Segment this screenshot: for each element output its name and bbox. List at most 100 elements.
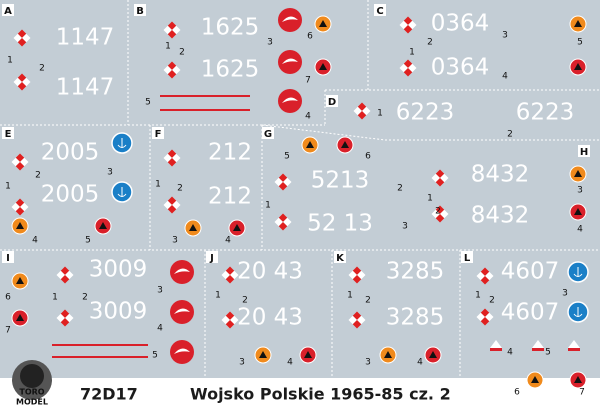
panel-letter-box: [206, 251, 218, 263]
panel-letter: C: [376, 6, 383, 17]
triangle: [384, 351, 392, 358]
panel-letter: H: [580, 147, 588, 158]
decal-index: 4: [305, 112, 311, 122]
tactical-number: 212: [208, 184, 252, 210]
checker-square: [403, 16, 413, 25]
checker-square: [435, 178, 445, 187]
decal-index: 1: [165, 42, 171, 52]
eagle-emblem: [170, 260, 194, 284]
decal-index: 7: [5, 326, 11, 336]
tactical-number: 3285: [386, 305, 445, 331]
decal-index: 1: [427, 194, 433, 204]
decal-index: 3: [577, 186, 583, 196]
triangle: [233, 224, 241, 231]
panel-letter: B: [136, 6, 144, 17]
decal-index: 4: [417, 358, 423, 368]
tactical-number: 8432: [471, 203, 530, 229]
triangle: [319, 20, 327, 27]
decal-index: 1: [155, 180, 161, 190]
decal-index: 2: [177, 184, 183, 194]
decal-index: 3: [157, 286, 163, 296]
triangle: [16, 222, 24, 229]
decal-index: 4: [32, 236, 38, 246]
checker-square: [230, 270, 239, 280]
checker-square: [480, 276, 490, 285]
decal-index: 5: [577, 38, 583, 48]
triangle: [574, 208, 582, 215]
eagle-emblem: [278, 89, 302, 113]
checkerboard-insignia: [274, 173, 292, 191]
eagle-shape: [174, 308, 190, 314]
tactical-number: 20 43: [237, 305, 303, 331]
triangle: [574, 376, 582, 383]
decal-index: 4: [502, 72, 508, 82]
checker-square: [22, 33, 31, 43]
eagle-emblem: [278, 50, 302, 74]
panel-letter-box: [262, 127, 274, 139]
decal-index: 5: [284, 152, 290, 162]
panel-letter-box: [2, 251, 14, 263]
decal-index: 2: [179, 48, 185, 58]
logo-text: TORO: [19, 388, 44, 397]
checker-square: [56, 313, 65, 323]
panel-letter: K: [336, 253, 345, 264]
decal-index: 2: [82, 293, 88, 303]
decal-index: 5: [85, 236, 91, 246]
checker-square: [65, 270, 74, 280]
checker-square: [225, 311, 235, 320]
panel-borders: [0, 0, 600, 378]
naval-flag-red: [490, 348, 502, 351]
decal-index: 4: [157, 324, 163, 334]
logo-text: MODEL: [16, 398, 48, 407]
checker-square: [403, 25, 413, 34]
tactical-number: 1147: [56, 75, 115, 101]
tactical-number: 4607: [501, 259, 560, 285]
decal-index: 3: [107, 168, 113, 178]
checker-square: [435, 214, 445, 223]
decal-index: 6: [365, 152, 371, 162]
decal-index: 1: [409, 48, 415, 58]
tactical-number: 4607: [501, 300, 560, 326]
checkerboard-insignia: [221, 266, 239, 284]
tactical-number: 212: [208, 140, 252, 166]
triangle: [574, 20, 582, 27]
checker-square: [221, 315, 230, 325]
decal-index: 3: [267, 38, 273, 48]
panel-letter-box: [578, 145, 590, 157]
panel-letter-box: [134, 4, 146, 16]
decal-index: 3: [402, 222, 408, 232]
anchor: [573, 307, 583, 317]
tactical-number: 8432: [471, 162, 530, 188]
decal-index: 1: [5, 182, 11, 192]
eagle-emblem: [278, 8, 302, 32]
tactical-number: 3009: [89, 299, 148, 325]
decal-index: 4: [225, 236, 231, 246]
checkerboard-insignia: [348, 266, 366, 284]
decal-index: 2: [489, 296, 495, 306]
decal-index: 5: [152, 351, 158, 361]
tactical-number: 20 43: [237, 259, 303, 285]
checkerboard-insignia: [476, 267, 494, 285]
checkerboard-insignia: [476, 308, 494, 326]
eagle-shape: [282, 97, 298, 103]
decal-index: 3: [172, 236, 178, 246]
triangle: [16, 277, 24, 284]
tactical-number: 3285: [386, 259, 445, 285]
tactical-number: 52 13: [307, 211, 373, 237]
checker-square: [278, 173, 288, 182]
checker-square: [476, 312, 485, 322]
checkerboard-insignia: [56, 266, 74, 284]
decal-index: 6: [5, 293, 11, 303]
triangle: [531, 376, 539, 383]
checker-square: [357, 270, 366, 280]
tactical-number: 0364: [431, 55, 490, 81]
decal-index: 4: [577, 225, 583, 235]
checker-square: [278, 213, 288, 222]
decal-index: 2: [242, 296, 248, 306]
decal-index: 1: [265, 201, 271, 211]
decal-index: 3: [502, 31, 508, 41]
anchor: [117, 187, 127, 197]
naval-flag: [568, 340, 580, 348]
decal-index: 2: [39, 64, 45, 74]
tactical-number: 0364: [431, 11, 490, 37]
